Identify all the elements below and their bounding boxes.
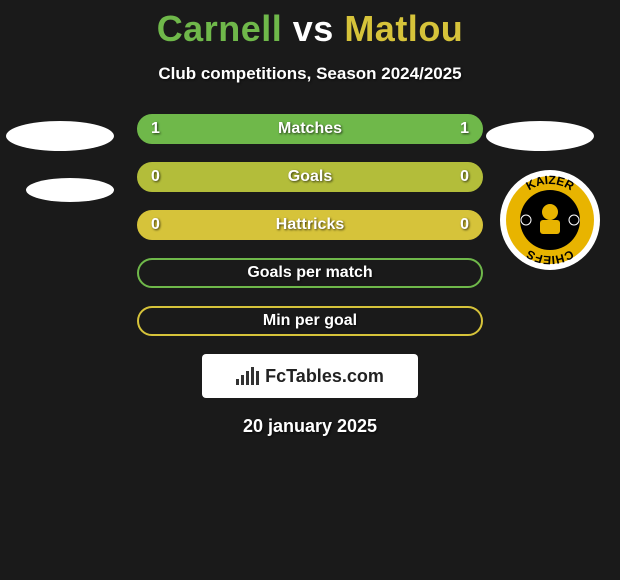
stat-label: Matches (278, 120, 342, 138)
avatar-placeholder-left-2 (26, 178, 114, 202)
club-badge-kaizer-chiefs: KAIZER CHIEFS (500, 170, 600, 270)
stat-bar: 1 Matches 1 (137, 114, 483, 144)
stat-right-value: 0 (460, 168, 469, 186)
page-title: Carnell vs Matlou (0, 0, 620, 50)
stat-label: Goals (288, 168, 332, 186)
stat-bar: 0 Hattricks 0 (137, 210, 483, 240)
date-label: 20 january 2025 (0, 416, 620, 437)
stat-left-value: 0 (151, 168, 160, 186)
stat-bar: Min per goal (137, 306, 483, 336)
title-vs: vs (293, 8, 334, 49)
stat-left-value: 1 (151, 120, 160, 138)
subtitle: Club competitions, Season 2024/2025 (0, 64, 620, 84)
title-player2: Matlou (344, 8, 463, 49)
stat-label: Hattricks (276, 216, 344, 234)
stat-label: Min per goal (263, 312, 357, 330)
avatar-placeholder-right-1 (486, 121, 594, 151)
logo-bars-icon (236, 367, 259, 385)
stat-right-value: 1 (460, 120, 469, 138)
stat-left-value: 0 (151, 216, 160, 234)
stat-bar: 0 Goals 0 (137, 162, 483, 192)
stat-right-value: 0 (460, 216, 469, 234)
logo-text: FcTables.com (265, 366, 384, 387)
stat-bar: Goals per match (137, 258, 483, 288)
fctables-logo: FcTables.com (202, 354, 418, 398)
club-badge-svg: KAIZER CHIEFS (500, 170, 600, 270)
title-player1: Carnell (157, 8, 283, 49)
stat-label: Goals per match (247, 264, 372, 282)
avatar-placeholder-left-1 (6, 121, 114, 151)
